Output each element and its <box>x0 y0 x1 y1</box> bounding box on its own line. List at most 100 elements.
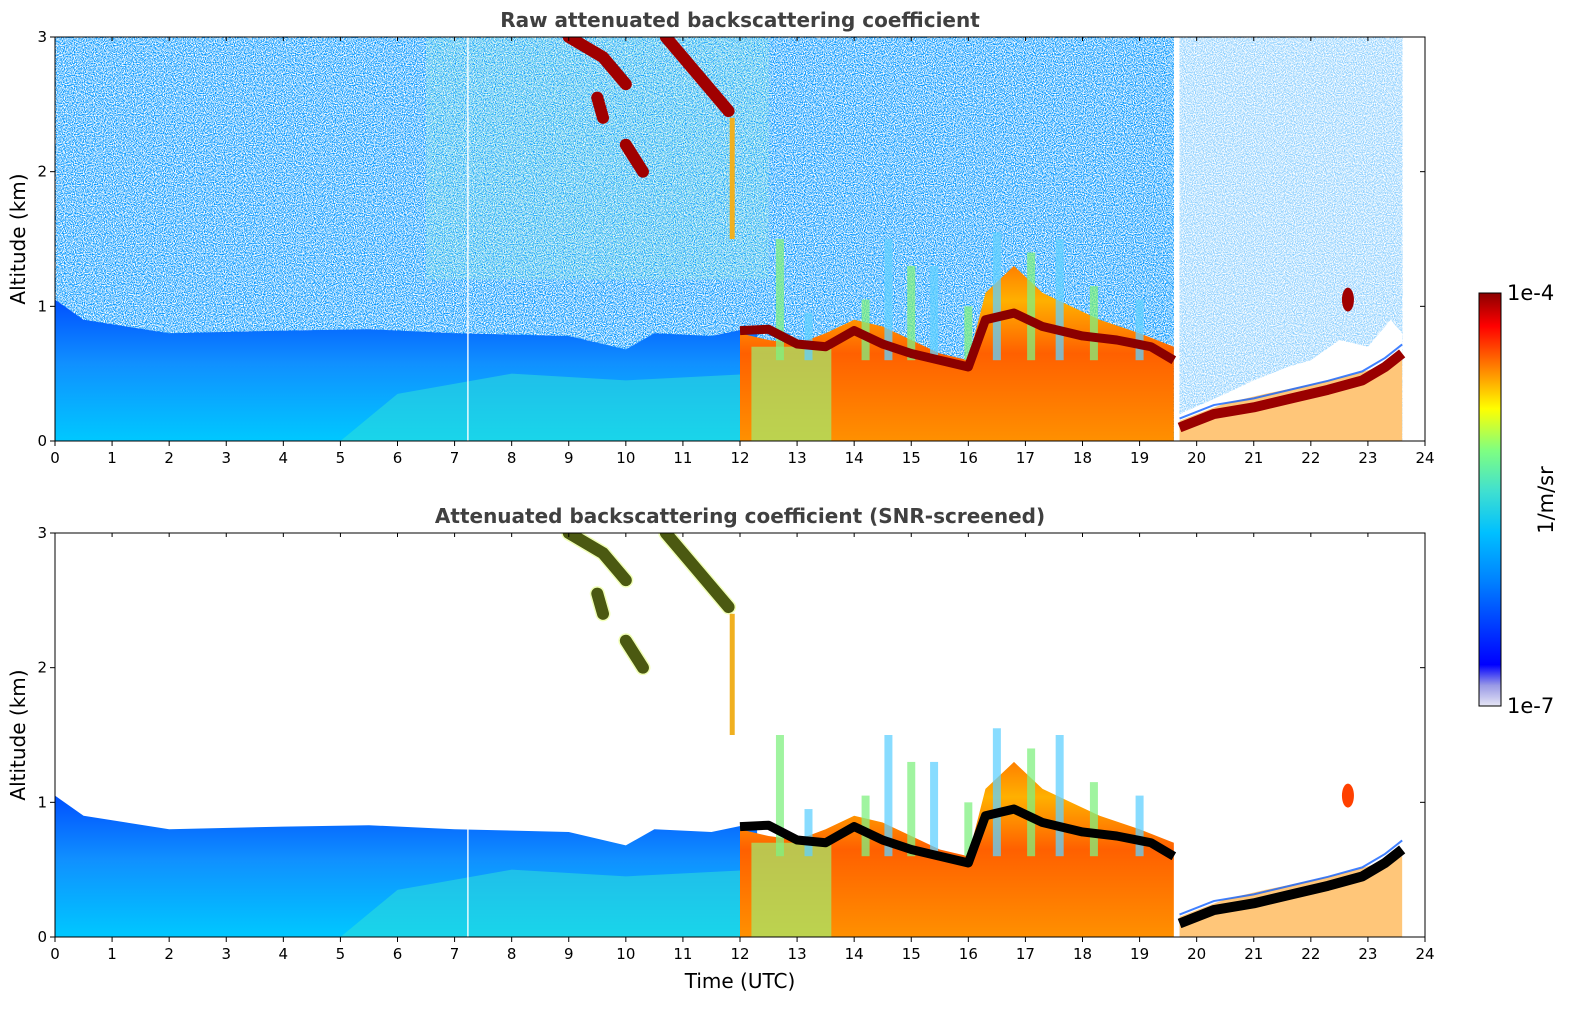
x-tick-label: 22 <box>1301 945 1320 963</box>
x-tick-label: 8 <box>507 945 517 963</box>
x-tick-label: 23 <box>1358 945 1377 963</box>
data-gap-line <box>467 37 469 441</box>
x-tick-label: 1 <box>107 945 117 963</box>
x-tick-label: 13 <box>788 945 807 963</box>
x-tick-label: 20 <box>1187 945 1206 963</box>
x-tick-label: 16 <box>959 945 978 963</box>
y-tick-label: 2 <box>37 659 47 677</box>
colorbar-gradient <box>1478 292 1502 707</box>
ice-layer <box>619 138 649 178</box>
x-tick-label: 14 <box>845 945 864 963</box>
x-tick-label: 17 <box>1016 449 1035 467</box>
x-tick-label: 11 <box>673 449 692 467</box>
colorbar-min-label: 1e-7 <box>1507 694 1554 718</box>
evening-small-cloud <box>1341 287 1354 312</box>
y-axis-label-raw: Altitude (km) <box>6 173 30 304</box>
ice-layer <box>562 37 632 91</box>
x-tick-label: 9 <box>564 449 574 467</box>
plume-streak <box>1135 795 1144 857</box>
x-axis-screened: 0 1 2 3 4 5 6 7 8 9 10 11 12 13 14 15 16 17 18 19 20 21 22 23 24 <box>50 533 1435 963</box>
x-tick-label: 3 <box>221 945 231 963</box>
x-tick-label: 19 <box>1130 945 1149 963</box>
plume-streak <box>804 313 813 361</box>
y-tick-label: 1 <box>37 793 47 811</box>
x-tick-label: 12 <box>730 449 749 467</box>
plume-streak <box>1089 286 1098 361</box>
ice-layer-edge <box>618 633 651 676</box>
colorbar-unit-label: 1/m/sr <box>1534 466 1558 534</box>
y-tick-label: 0 <box>37 928 47 946</box>
cloud-green-band <box>751 842 832 937</box>
evening-layer-top <box>1179 839 1403 916</box>
y-tick-label: 3 <box>37 524 47 542</box>
x-tick-label: 15 <box>902 945 921 963</box>
x-tick-label: 13 <box>788 449 807 467</box>
ice-layer <box>591 587 609 620</box>
plume-streak <box>907 265 916 361</box>
plume-streak <box>775 735 784 857</box>
plume-streak <box>964 802 973 857</box>
x-tick-label: 11 <box>673 945 692 963</box>
x-tick-label: 0 <box>50 945 60 963</box>
cloud-region <box>740 265 1174 441</box>
x-tick-label: 22 <box>1301 449 1320 467</box>
x-tick-label: 24 <box>1415 449 1434 467</box>
panel-screened: Attenuated backscattering coefficient (S… <box>6 504 1435 993</box>
ice-layer <box>562 533 632 587</box>
plume-streak <box>1135 299 1144 361</box>
y-axis-screened: 0 1 2 3 <box>37 524 1425 946</box>
evening-layer <box>1177 349 1406 433</box>
ice-layer <box>619 634 649 674</box>
y-tick-label: 0 <box>37 432 47 450</box>
ice-layer-edge <box>561 533 634 588</box>
aerosol-bright <box>340 373 758 441</box>
aerosol-bright <box>340 869 758 937</box>
colorbar-max-label: 1e-4 <box>1507 281 1554 305</box>
plume-streak <box>992 232 1001 361</box>
x-tick-label: 6 <box>393 449 403 467</box>
colorbar: 1e-4 1e-7 1/m/sr <box>1478 281 1558 718</box>
plume-streak <box>930 265 939 361</box>
cloud-green-band <box>751 346 832 441</box>
x-tick-label: 21 <box>1244 945 1263 963</box>
x-tick-label: 5 <box>336 449 346 467</box>
y-axis-raw: 0 1 2 3 <box>37 28 1425 450</box>
x-tick-label: 17 <box>1016 945 1035 963</box>
heatmap-screened <box>55 533 1406 937</box>
x-tick-label: 8 <box>507 449 517 467</box>
x-tick-label: 0 <box>50 449 60 467</box>
plume-streak <box>1055 735 1064 857</box>
evening-layer <box>1177 845 1406 929</box>
plume-streak <box>861 795 870 857</box>
x-tick-label: 9 <box>564 945 574 963</box>
x-tick-label: 2 <box>164 449 174 467</box>
x-tick-label: 12 <box>730 945 749 963</box>
x-axis-label: Time (UTC) <box>684 969 796 993</box>
x-tick-label: 10 <box>616 945 635 963</box>
plume-streak <box>884 239 893 361</box>
evening-small-cloud <box>1341 783 1354 808</box>
x-tick-label: 20 <box>1187 449 1206 467</box>
plume-streak <box>861 299 870 361</box>
x-tick-label: 21 <box>1244 449 1263 467</box>
x-tick-label: 18 <box>1073 449 1092 467</box>
chart-title-screened: Attenuated backscattering coefficient (S… <box>435 504 1045 528</box>
cloud-region <box>740 761 1174 937</box>
panel-raw: Raw attenuated backscattering coefficien… <box>6 8 1435 467</box>
plume-streak <box>930 761 939 857</box>
plume-streak <box>804 809 813 857</box>
x-tick-label: 7 <box>450 449 460 467</box>
plume-streak <box>1055 239 1064 361</box>
ice-layer-edge <box>658 533 737 615</box>
plume-streak <box>775 239 784 361</box>
cloud-base-line <box>739 804 1177 868</box>
data-gap-line <box>467 533 469 937</box>
x-tick-label: 1 <box>107 449 117 467</box>
x-tick-label: 6 <box>393 945 403 963</box>
chart-title-raw: Raw attenuated backscattering coefficien… <box>500 8 980 32</box>
x-tick-label: 5 <box>336 945 346 963</box>
x-axis-raw: 0 1 2 3 4 5 6 7 8 9 10 11 12 13 14 15 16 17 18 19 20 21 22 23 24 <box>50 37 1435 467</box>
noise-green <box>426 37 769 280</box>
plume-streak <box>907 761 916 857</box>
